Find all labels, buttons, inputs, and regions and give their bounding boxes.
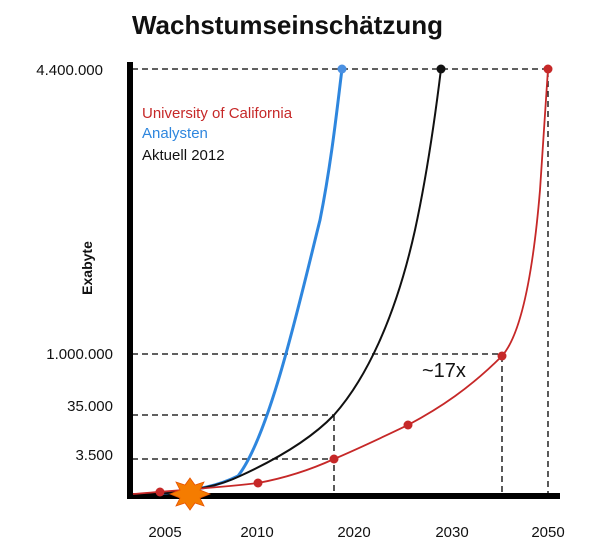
data-point-ucla (543, 64, 553, 74)
data-point-ucla (155, 487, 165, 497)
data-point-ucla (253, 478, 263, 488)
x-tick-label: 2005 (148, 524, 181, 541)
y-tick-label: 3.500 (75, 447, 113, 464)
series-line-aktuell-2012 (159, 68, 442, 495)
chart-title: Wachstumseinschätzung (131, 10, 444, 40)
data-point-ucla (403, 420, 413, 430)
y-tick-label: 1.000.000 (46, 346, 113, 363)
x-tick-label: 2050 (531, 524, 564, 541)
y-tick-label: 35.000 (67, 398, 113, 415)
data-point-analysten (337, 64, 347, 74)
x-tick-label: 2020 (337, 524, 370, 541)
y-tick-label: 4.400.000 (36, 62, 103, 79)
starburst-icon (168, 477, 212, 511)
x-tick-label: 2030 (435, 524, 468, 541)
legend-entry-university-of-california: University of California (142, 105, 293, 122)
data-point-ucla (329, 454, 339, 464)
data-point-ucla (497, 351, 507, 361)
data-point-aktuell-2012 (436, 64, 446, 74)
x-tick-label: 2010 (240, 524, 273, 541)
legend-entry-aktuell-2012: Aktuell 2012 (142, 147, 225, 164)
y-axis-title: Exabyte (79, 241, 95, 295)
growth-annotation: ~17x (422, 360, 466, 382)
legend-entry-analysten: Analysten (142, 125, 208, 142)
